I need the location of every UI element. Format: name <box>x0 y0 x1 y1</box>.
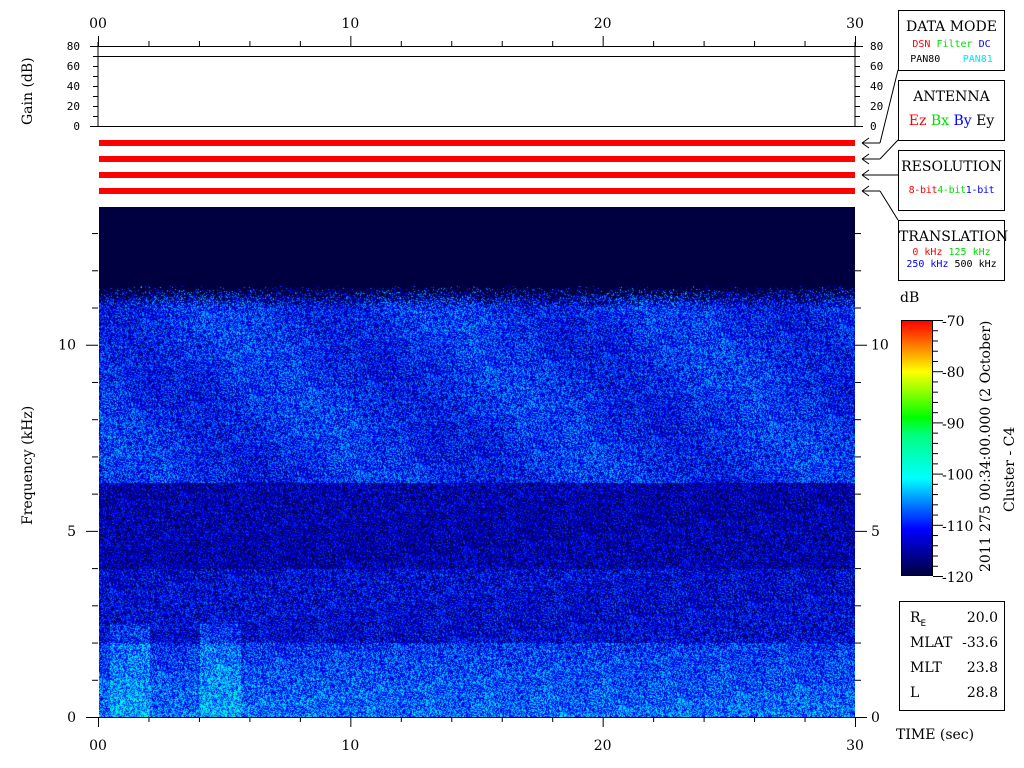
legend-bx: Bx <box>930 113 949 129</box>
status-bar <box>99 172 855 178</box>
bottom-time-label: 10 <box>341 738 359 754</box>
data-mode-title: DATA MODE <box>906 19 997 35</box>
pointer-arrow <box>861 190 870 197</box>
data-mode-box: DATA MODE DSN Filter DC PAN80 PAN81 <box>898 10 1005 71</box>
legend-ez: Ez <box>908 113 927 129</box>
mlat-value: -33.6 <box>962 635 998 651</box>
time-axis-label: TIME (sec) <box>896 727 975 743</box>
mlt-value: 23.8 <box>966 660 998 676</box>
legend-4bit: 4-bit <box>937 185 966 196</box>
status-bar <box>99 140 855 146</box>
colorbar-label: dB <box>900 290 920 306</box>
pointer-arrow <box>861 158 870 165</box>
legend-125khz: 125 kHz <box>948 247 991 258</box>
legend-250khz: 250 kHz <box>906 259 949 270</box>
status-bar <box>99 156 855 162</box>
re-subscript: E <box>920 618 927 629</box>
pointer-arrow <box>861 185 870 192</box>
frequency-axis-label: Frequency (kHz) <box>20 405 36 525</box>
colorbar-tick-label: -100 <box>942 468 973 484</box>
legend-dsn: DSN <box>912 39 931 50</box>
frequency-tick-label: 10 <box>58 338 76 354</box>
antenna-box: ANTENNA Ez Bx By Ey <box>898 80 1005 141</box>
status-bar <box>99 188 855 194</box>
orbit-row-mlat: MLAT -33.6 <box>910 635 998 651</box>
gain-tick-label: 0 <box>73 120 80 133</box>
orbit-row-mlt: MLT 23.8 <box>910 660 998 676</box>
mlat-label: MLAT <box>910 635 953 651</box>
pointer-arrow <box>861 174 870 181</box>
l-value: 28.8 <box>966 685 998 701</box>
colorbar-tick-label: -90 <box>942 416 965 432</box>
legend-1bit: 1-bit <box>965 185 995 196</box>
pointer-arrow <box>861 169 870 176</box>
orbit-info-box: RE 20.0 MLAT -33.6 MLT 23.8 L 28.8 <box>899 601 1005 711</box>
timestamp-label: 2011 275 00:34:00.000 (2 October) <box>978 320 994 572</box>
orbit-row-l: L 28.8 <box>910 685 998 701</box>
gain-tick-label: 40 <box>67 80 80 93</box>
legend-ey: Ey <box>976 113 995 129</box>
frequency-tick-label: 10 <box>871 338 889 354</box>
frequency-tick-label: 5 <box>67 524 76 540</box>
translation-box: TRANSLATION 0 kHz 125 kHz 250 kHz 500 kH… <box>898 220 1009 281</box>
antenna-title: ANTENNA <box>913 89 990 105</box>
colorbar-tick-label: -80 <box>942 365 965 381</box>
connector-line <box>879 139 899 160</box>
pointer-arrow <box>861 153 870 160</box>
pointer-arrow <box>861 137 870 144</box>
gain-axis-label: Gain (dB) <box>20 57 36 125</box>
translation-title: TRANSLATION <box>899 229 1009 245</box>
legend-pan81: PAN81 <box>962 54 993 65</box>
gain-tick-label: 20 <box>67 100 80 113</box>
pointer-arrow <box>861 142 870 149</box>
frequency-tick-label: 5 <box>871 524 880 540</box>
bottom-time-label: 00 <box>89 738 107 754</box>
gain-tick-label: 0 <box>870 120 877 133</box>
gain-tick-label: 20 <box>870 100 883 113</box>
gain-tick-label: 80 <box>67 40 80 53</box>
top-time-label: 20 <box>594 16 612 32</box>
legend-filter: Filter <box>936 39 973 50</box>
legend-500khz: 500 kHz <box>954 259 997 270</box>
bottom-time-label: 20 <box>594 738 612 754</box>
orbit-row-re: RE 20.0 <box>910 610 998 629</box>
gain-tick-label: 60 <box>67 60 80 73</box>
spectrogram-heatmap <box>99 207 855 717</box>
top-time-label: 00 <box>89 16 107 32</box>
colorbar-tick-label: -110 <box>942 519 973 535</box>
legend-8bit: 8-bit <box>908 185 938 196</box>
mlt-label: MLT <box>910 660 942 676</box>
legend-pan80: PAN80 <box>910 54 941 65</box>
legend-0khz: 0 kHz <box>912 247 943 258</box>
colorbar-tick-label: -120 <box>942 570 973 586</box>
resolution-title: RESOLUTION <box>901 159 1002 175</box>
gain-tick-label: 60 <box>870 60 883 73</box>
l-label: L <box>910 685 920 701</box>
gain-tick-label: 40 <box>870 80 883 93</box>
resolution-box: RESOLUTION 8-bit4-bit1-bit <box>898 150 1005 211</box>
frequency-tick-label: 0 <box>67 710 76 726</box>
legend-dc: DC <box>978 39 991 50</box>
legend-by: By <box>953 113 972 129</box>
connector-line <box>879 190 899 221</box>
re-value: 20.0 <box>966 610 998 626</box>
top-time-label: 10 <box>341 16 359 32</box>
connector-line <box>879 69 899 144</box>
re-label: R <box>910 610 921 626</box>
frequency-tick-label: 0 <box>871 710 880 726</box>
colorbar <box>901 320 933 576</box>
bottom-time-label: 30 <box>846 738 864 754</box>
top-time-label: 30 <box>846 16 864 32</box>
spacecraft-label: Cluster - C4 <box>1002 426 1018 512</box>
colorbar-tick-label: -70 <box>942 314 965 330</box>
gain-tick-label: 80 <box>870 40 883 53</box>
